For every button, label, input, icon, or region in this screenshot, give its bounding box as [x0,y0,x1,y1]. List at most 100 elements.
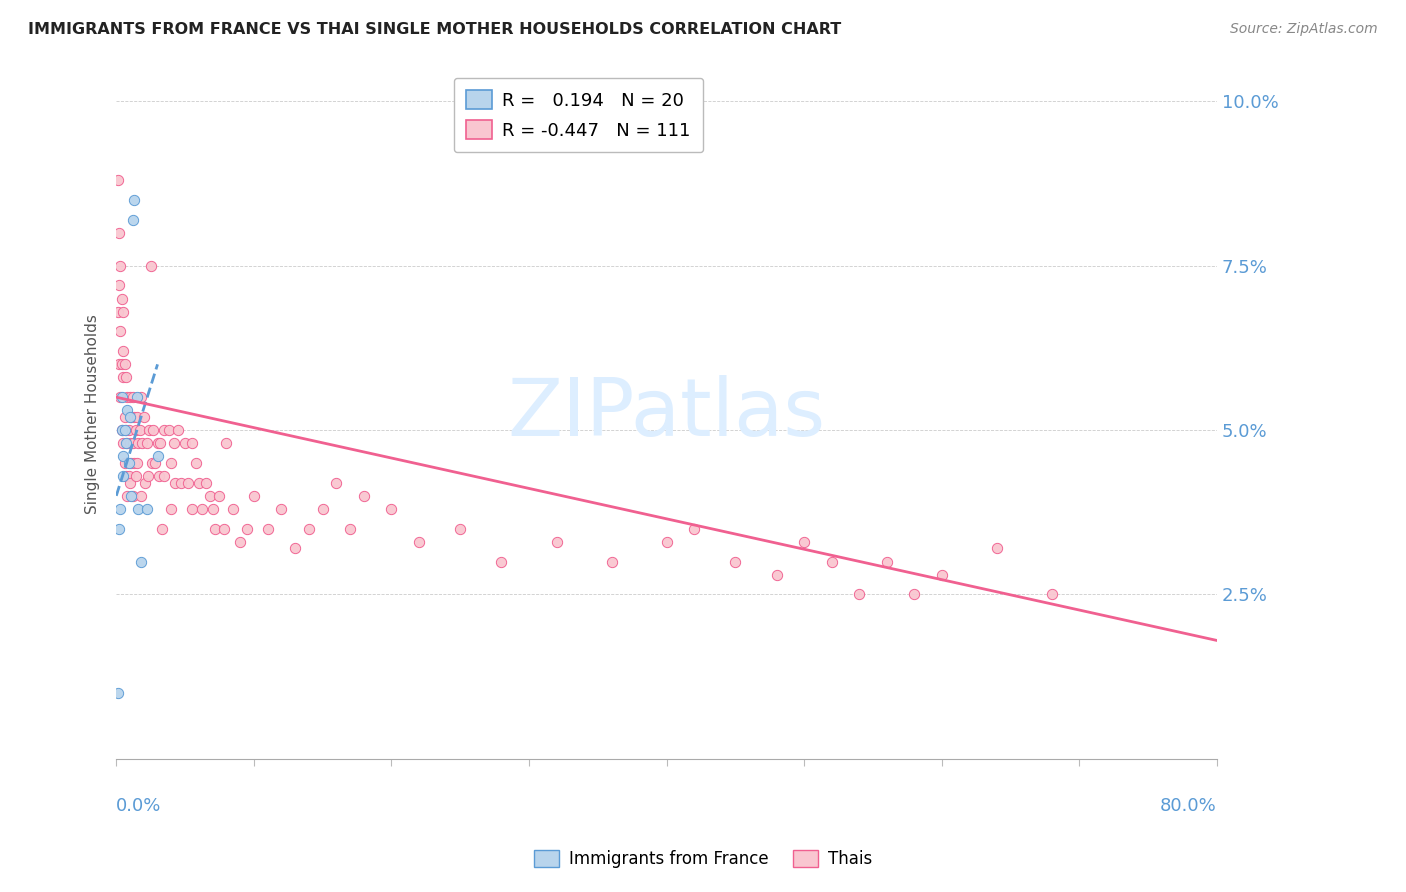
Point [177,475,200,490]
Point [212,522,235,536]
Point [167,423,190,437]
Point [125,456,148,470]
Point [198,489,221,503]
Point [110,390,132,404]
Point [163,436,186,450]
Point [121,489,143,503]
Point [132,409,155,424]
Point [120,409,142,424]
Point [117,403,139,417]
Point [600,555,623,569]
Point [142,423,165,437]
Point [724,555,747,569]
Point [121,390,143,404]
Point [146,436,169,450]
Point [222,502,245,516]
Point [135,436,157,450]
Legend: Immigrants from France, Thais: Immigrants from France, Thais [527,843,879,875]
Point [339,522,361,536]
Point [121,436,143,450]
Point [236,522,259,536]
Point [153,423,176,437]
Text: IMMIGRANTS FROM FRANCE VS THAI SINGLE MOTHER HOUSEHOLDS CORRELATION CHART: IMMIGRANTS FROM FRANCE VS THAI SINGLE MO… [28,22,841,37]
Point [190,502,212,516]
Point [986,541,1008,556]
Text: 0.0%: 0.0% [117,797,162,814]
Point [129,390,152,404]
Point [122,193,145,207]
Point [118,423,141,437]
Point [117,436,139,450]
Point [112,436,135,450]
Point [129,555,152,569]
Point [243,489,266,503]
Point [284,541,307,556]
Point [112,469,135,483]
Point [114,409,136,424]
Point [124,469,146,483]
Point [1040,587,1063,601]
Point [110,325,132,339]
Point [120,456,142,470]
Point [125,390,148,404]
Point [114,423,136,437]
Point [111,423,134,437]
Point [353,489,375,503]
Point [115,469,138,483]
Point [143,456,166,470]
Point [111,390,134,404]
Point [153,469,176,483]
Point [108,357,131,371]
Point [114,357,136,371]
Point [112,450,135,464]
Point [107,686,129,700]
Point [174,436,197,450]
Point [122,456,145,470]
Point [120,489,142,503]
Point [655,534,678,549]
Point [491,555,513,569]
Point [380,502,402,516]
Point [148,469,170,483]
Point [118,409,141,424]
Point [157,423,180,437]
Point [118,475,141,490]
Text: Source: ZipAtlas.com: Source: ZipAtlas.com [1230,22,1378,37]
Point [765,567,787,582]
Point [408,534,430,549]
Point [256,522,278,536]
Point [127,436,149,450]
Point [187,475,209,490]
Point [128,423,150,437]
Point [108,226,131,240]
Point [149,436,172,450]
Point [449,522,471,536]
Point [108,278,131,293]
Point [115,436,138,450]
Point [215,436,238,450]
Point [107,305,129,319]
Point [112,370,135,384]
Point [110,502,132,516]
Point [125,409,148,424]
Point [111,423,134,437]
Point [170,475,193,490]
Point [298,522,321,536]
Text: 80.0%: 80.0% [1160,797,1218,814]
Point [931,567,953,582]
Point [876,555,898,569]
Point [135,502,157,516]
Point [112,344,135,359]
Point [793,534,815,549]
Point [146,450,169,464]
Point [118,436,141,450]
Point [204,522,226,536]
Text: ZIPatlas: ZIPatlas [508,375,825,452]
Point [121,212,143,227]
Point [122,409,145,424]
Point [150,522,173,536]
Point [181,502,204,516]
Legend: R =   0.194   N = 20, R = -0.447   N = 111: R = 0.194 N = 20, R = -0.447 N = 111 [454,78,703,153]
Point [117,390,139,404]
Point [165,475,187,490]
